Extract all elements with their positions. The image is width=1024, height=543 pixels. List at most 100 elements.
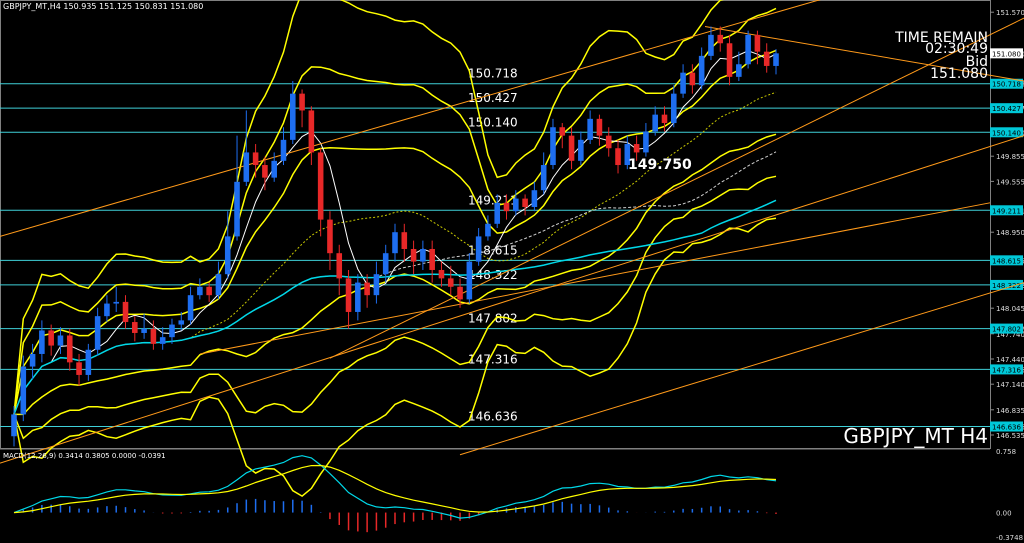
candle-body bbox=[48, 330, 54, 346]
candle bbox=[104, 295, 110, 323]
price-tick-label: 148.045 bbox=[996, 305, 1024, 313]
candle-body bbox=[308, 110, 315, 153]
candle bbox=[754, 30, 761, 65]
candle bbox=[132, 316, 138, 342]
trend-line bbox=[459, 282, 1024, 456]
candle bbox=[429, 240, 435, 283]
current-price-marker bbox=[990, 48, 1023, 59]
level-axis-marker bbox=[990, 279, 1023, 290]
candle-body bbox=[736, 64, 742, 77]
current-price-label: 151.080 bbox=[992, 50, 1021, 58]
candle-body bbox=[773, 53, 779, 66]
candle-body bbox=[262, 165, 268, 178]
candle bbox=[392, 223, 398, 262]
macd-line bbox=[13, 455, 777, 519]
macd-tick-label: -0.3748 bbox=[996, 534, 1023, 542]
candle-body bbox=[159, 337, 166, 344]
candle-body bbox=[680, 72, 686, 94]
candle-body bbox=[401, 232, 408, 249]
candle-body bbox=[150, 328, 157, 344]
candle-body bbox=[224, 236, 231, 275]
candle bbox=[485, 215, 491, 241]
candle-body bbox=[206, 286, 212, 296]
candle bbox=[708, 26, 714, 61]
candle-body bbox=[66, 335, 73, 363]
candle bbox=[66, 328, 73, 371]
candle bbox=[113, 286, 120, 312]
candle bbox=[178, 311, 185, 331]
candle bbox=[159, 327, 166, 350]
candle-body bbox=[466, 261, 473, 300]
level-axis-label: 149.211 bbox=[992, 207, 1021, 215]
candle bbox=[698, 47, 705, 90]
candle bbox=[420, 240, 426, 270]
candle-body bbox=[280, 139, 287, 161]
candle bbox=[327, 211, 333, 270]
candle-body bbox=[122, 301, 129, 323]
candle-body bbox=[76, 362, 82, 375]
candle bbox=[11, 406, 17, 447]
candle bbox=[587, 110, 593, 145]
macd-header: MACD(12,26,9) 0.3414 0.3805 0.0000 -0.03… bbox=[3, 452, 166, 460]
level-axis-label: 150.140 bbox=[992, 129, 1021, 137]
macd-tick-label: 0.00 bbox=[996, 510, 1012, 518]
candle-body bbox=[178, 320, 185, 325]
candle-body bbox=[299, 93, 305, 111]
candle bbox=[150, 320, 157, 350]
candle bbox=[550, 118, 556, 170]
price-tick-label: 151.570 bbox=[996, 9, 1024, 17]
candle bbox=[243, 110, 250, 187]
candle bbox=[494, 194, 501, 228]
candle bbox=[29, 343, 36, 380]
candle-body bbox=[382, 253, 389, 275]
candle-body bbox=[475, 236, 482, 262]
chart-header: GBPJPY_MT,H4 150.935 151.125 150.831 151… bbox=[3, 2, 203, 11]
candle bbox=[615, 139, 621, 174]
level-label: 150.718 bbox=[468, 67, 518, 81]
candle-body bbox=[717, 34, 724, 44]
candle bbox=[466, 253, 473, 304]
candle bbox=[531, 181, 538, 212]
candle bbox=[94, 307, 101, 356]
candle bbox=[726, 34, 733, 86]
band-1sd-upper bbox=[13, 49, 777, 415]
candle bbox=[262, 156, 268, 191]
price-tick-label: 147.440 bbox=[996, 356, 1024, 364]
candle-body bbox=[494, 202, 501, 224]
level-axis-label: 146.636 bbox=[992, 424, 1021, 432]
band-3sd-upper bbox=[13, 0, 724, 415]
candle-body bbox=[94, 316, 101, 350]
candle bbox=[345, 269, 352, 329]
candle-body bbox=[29, 353, 36, 367]
candle-body bbox=[104, 303, 110, 317]
candle-body bbox=[271, 160, 277, 178]
candle bbox=[438, 261, 445, 287]
symbol-timeframe: GBPJPY_MT,H4 bbox=[3, 2, 61, 11]
candle-body bbox=[113, 301, 120, 304]
level-axis-marker bbox=[990, 127, 1023, 138]
candle-body bbox=[429, 248, 435, 270]
candle bbox=[355, 274, 361, 321]
candle-body bbox=[457, 286, 463, 300]
level-axis-marker bbox=[990, 205, 1023, 216]
candle bbox=[336, 244, 343, 296]
candle-body bbox=[438, 269, 445, 279]
level-axis-label: 147.802 bbox=[992, 326, 1021, 334]
macd-tick-label: 0.758 bbox=[996, 448, 1016, 456]
candle-body bbox=[661, 114, 668, 124]
candle-body bbox=[336, 253, 343, 279]
candle bbox=[280, 127, 287, 166]
candle bbox=[624, 135, 631, 170]
candle bbox=[513, 190, 519, 216]
candle-body bbox=[420, 248, 426, 262]
price-tick-label: 146.835 bbox=[996, 407, 1024, 415]
candle bbox=[373, 261, 380, 304]
time-remain-label: TIME REMAIN bbox=[895, 30, 988, 46]
level-label: 150.140 bbox=[468, 115, 518, 129]
candle bbox=[559, 123, 566, 149]
candle bbox=[773, 49, 779, 75]
candle bbox=[197, 278, 203, 300]
candle bbox=[633, 135, 640, 161]
candle bbox=[122, 295, 129, 329]
